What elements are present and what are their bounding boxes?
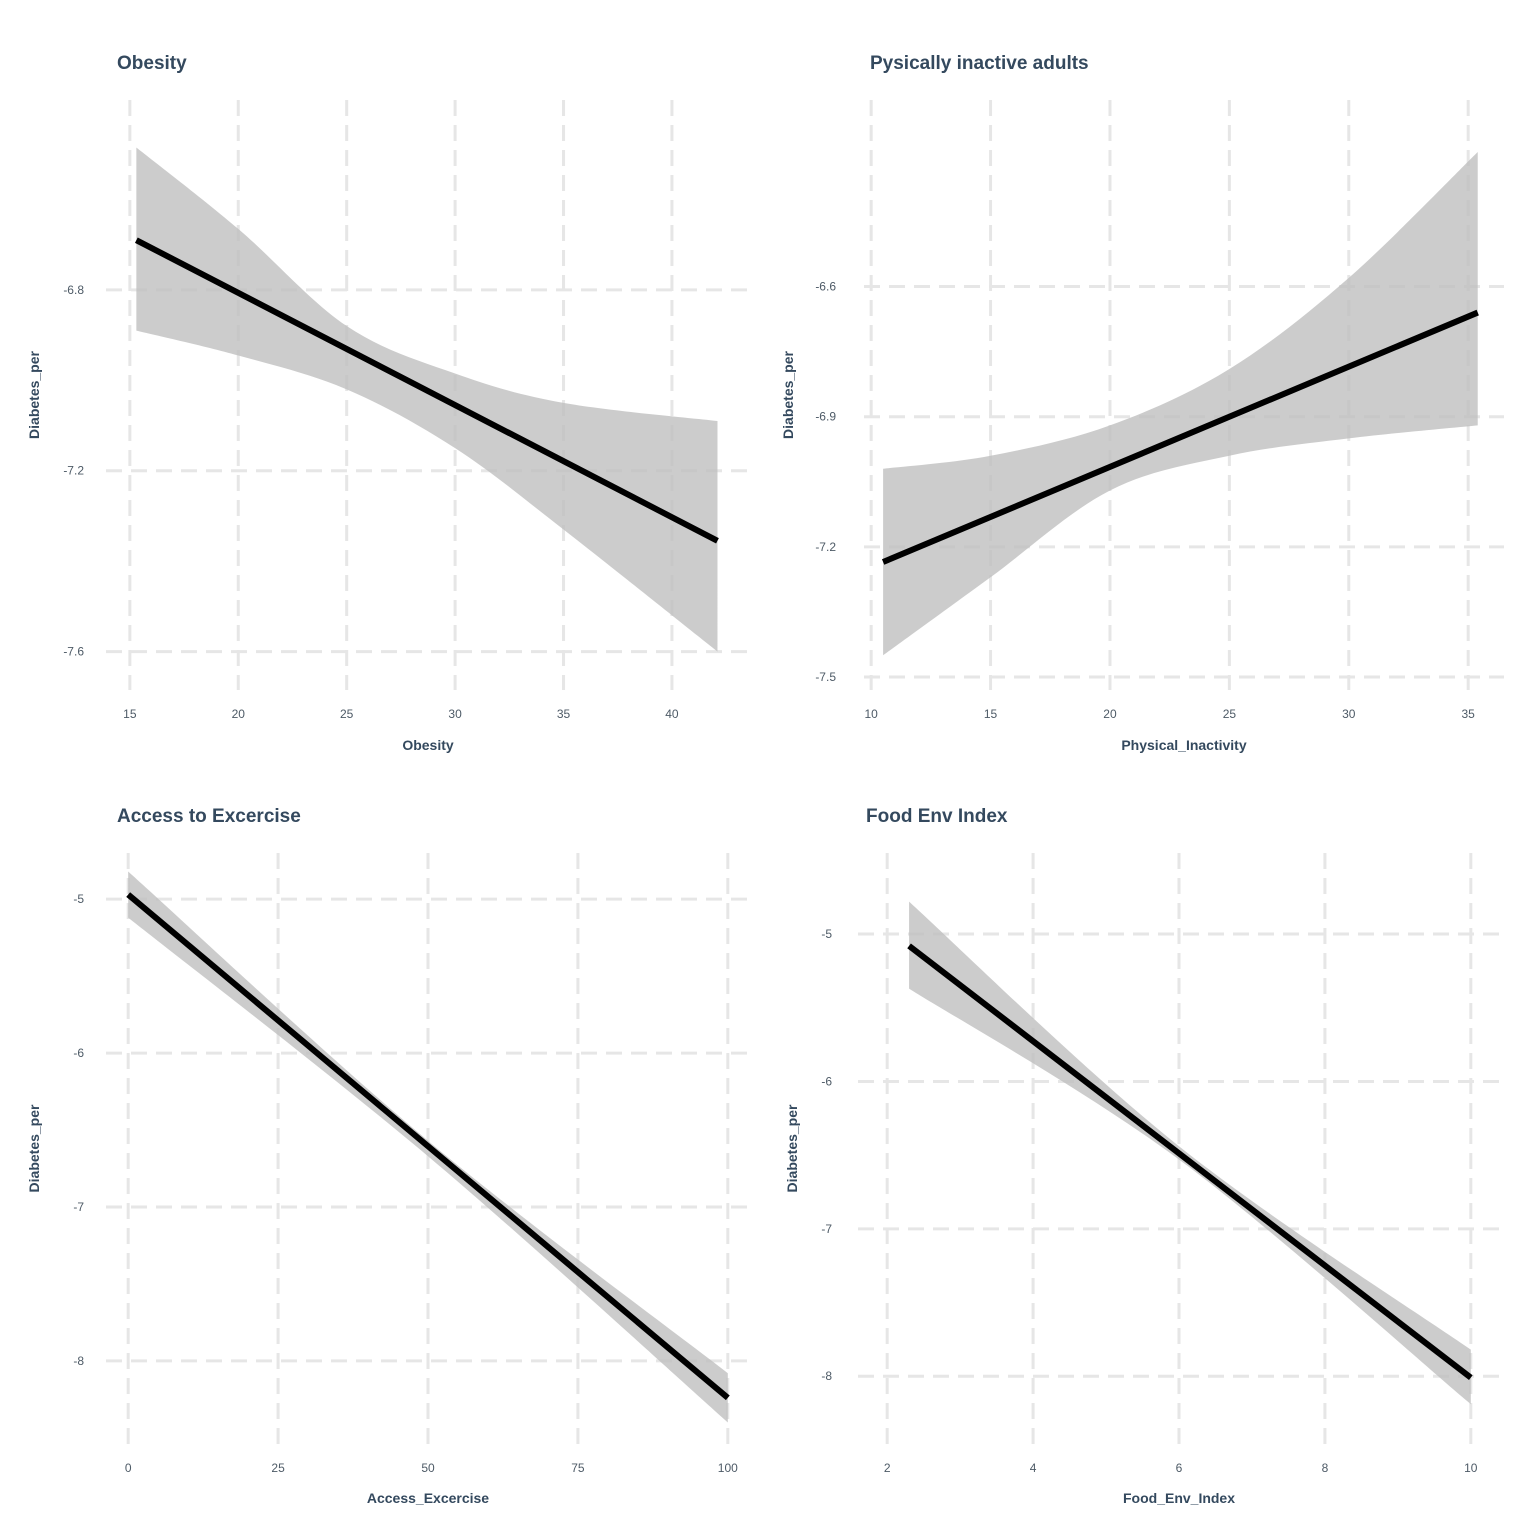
regression-line [126,892,730,1401]
x-tick-label: 15 [123,707,137,721]
x-axis-title: Physical_Inactivity [1121,737,1247,753]
x-tick-label: 35 [557,707,571,721]
x-tick-label: 8 [1322,1461,1329,1475]
x-tick-label: 40 [665,707,679,721]
y-tick-label: -7.2 [63,464,84,478]
y-tick-label: -8 [73,1354,84,1368]
y-tick-label: -5 [73,892,84,906]
x-tick-label: 25 [340,707,354,721]
confidence-band [909,901,1471,1405]
y-tick-label: -7 [73,1200,84,1214]
chart-panel-physical-inactivity: Pysically inactive adults 10 15 20 25 30 35 -6… [768,0,1536,768]
confidence-band [136,147,718,652]
x-tick-label: 30 [1342,707,1356,721]
chart-panel-access-exercise: Access to Excercise 0 25 50 75 100 -5 -6 -7 -8 Ac… [0,768,768,1536]
y-tick-label: -6.9 [815,410,836,424]
y-tick-label: -6.8 [63,283,84,297]
chart-panel-obesity: Obesity 15 20 25 30 35 40 -6.8 -7.2 -7.6 Obesity D… [0,0,768,768]
x-axis-title: Obesity [402,737,454,753]
x-tick-label: 10 [1464,1461,1478,1475]
x-tick-label: 0 [125,1461,132,1475]
y-tick-label: -7 [821,1222,832,1236]
y-tick-label: -6.6 [815,280,836,294]
plot-area: 2 4 6 8 10 -5 -6 -7 -8 Food_Env_Index Diabetes_per [784,853,1500,1506]
plot-area: 10 15 20 25 30 35 -6.6 -6.9 -7.2 -7.5 Physical_Ina… [780,100,1504,753]
x-tick-label: 2 [884,1461,891,1475]
x-tick-label: 15 [984,707,998,721]
regression-line [907,943,1473,1381]
chart-panel-food-env-index: Food Env Index 2 4 6 8 10 -5 -6 -7 -8 Food_Env_In… [768,768,1536,1536]
plot-area: 0 25 50 75 100 -5 -6 -7 -8 Access_Excercise Diabet… [26,853,750,1506]
y-tick-label: -6 [821,1074,832,1088]
x-tick-label: 35 [1461,707,1475,721]
x-tick-label: 100 [718,1461,738,1475]
y-tick-label: -5 [821,927,832,941]
chart-title: Obesity [117,53,187,74]
y-axis-title: Diabetes_per [784,1104,800,1192]
x-tick-label: 20 [232,707,246,721]
chart-title: Access to Excercise [117,806,301,827]
chart-title: Food Env Index [866,806,1008,827]
x-tick-label: 20 [1103,707,1117,721]
x-axis-title: Access_Excercise [367,1490,489,1506]
chart-title: Pysically inactive adults [870,53,1089,74]
y-tick-label: -7.6 [63,645,84,659]
x-tick-label: 75 [571,1461,585,1475]
regression-line [881,309,1479,565]
y-axis-title: Diabetes_per [780,350,796,438]
y-tick-label: -7.2 [815,540,836,554]
plot-area: 15 20 25 30 35 40 -6.8 -7.2 -7.6 Obesity Diabetes_… [26,100,750,753]
x-tick-label: 25 [1223,707,1237,721]
x-tick-label: 50 [421,1461,435,1475]
x-axis-title: Food_Env_Index [1123,1490,1235,1506]
x-tick-label: 10 [864,707,878,721]
y-tick-label: -7.5 [815,670,836,684]
x-tick-label: 6 [1176,1461,1183,1475]
x-tick-label: 4 [1030,1461,1037,1475]
y-axis-title: Diabetes_per [26,1104,42,1192]
x-tick-label: 25 [271,1461,285,1475]
y-axis-title: Diabetes_per [26,350,42,438]
confidence-band [883,152,1478,656]
y-tick-label: -8 [821,1369,832,1383]
x-tick-label: 30 [448,707,462,721]
y-tick-label: -6 [73,1046,84,1060]
regression-line [134,237,719,544]
